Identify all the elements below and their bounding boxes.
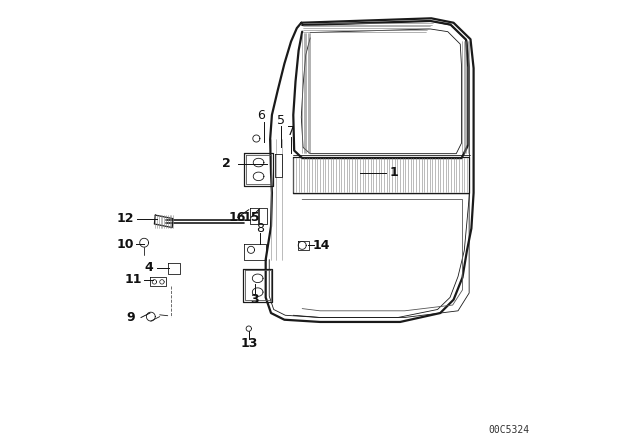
- Text: 10: 10: [116, 237, 134, 250]
- Text: 12: 12: [116, 212, 134, 225]
- Text: 2: 2: [222, 157, 231, 170]
- Text: 7: 7: [287, 125, 295, 138]
- Text: 4: 4: [144, 261, 153, 274]
- Text: 6: 6: [257, 109, 265, 122]
- Text: 16: 16: [229, 211, 246, 224]
- Text: 11: 11: [124, 273, 141, 286]
- Text: 9: 9: [127, 311, 135, 324]
- Text: 00C5324: 00C5324: [488, 426, 529, 435]
- Text: 3: 3: [250, 293, 259, 306]
- Text: 14: 14: [312, 239, 330, 252]
- Text: 15: 15: [243, 211, 260, 224]
- Text: 1: 1: [389, 166, 398, 179]
- Text: 8: 8: [256, 222, 264, 235]
- Text: 13: 13: [240, 337, 257, 350]
- Text: 5: 5: [277, 114, 285, 127]
